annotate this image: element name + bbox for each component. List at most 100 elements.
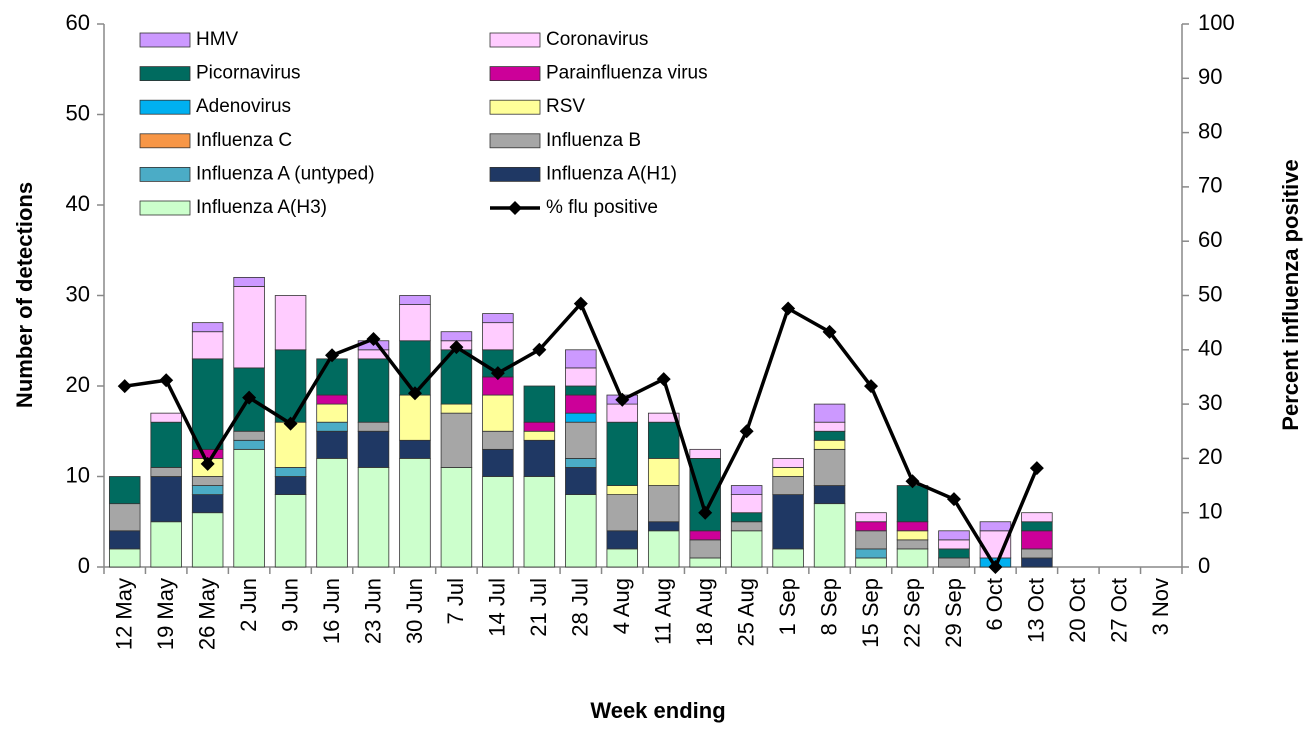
y-tick-label: 60 [66,10,90,35]
bar-segment [772,457,804,468]
y-axis-label: Number of detections [12,182,37,408]
legend-swatch [489,32,541,48]
legend-swatch [489,133,541,149]
y-tick-label: 30 [66,281,90,306]
y-tick-label: 10 [66,462,90,487]
y2-tick-label: 50 [1198,281,1222,306]
bar-segment [482,430,514,450]
bar-segment [440,331,473,342]
bar-segment [233,430,265,441]
bar-segment [772,476,804,496]
bar-segment [1021,512,1053,523]
bar-segment [150,412,182,423]
y-tick-label: 20 [66,372,90,397]
bar-segment [730,494,763,514]
bar-segment [938,530,970,541]
y2-tick-label: 30 [1198,390,1222,415]
x-tick-label: 26 May [194,578,219,650]
line-marker [988,560,1003,574]
x-tick-label: 14 Jul [485,578,510,637]
legend-swatch [139,66,191,81]
bar-segment [523,439,556,477]
bar-segment [647,421,680,459]
bar-segment [440,467,473,568]
bar-segment [855,512,887,523]
x-tick-label: 22 Sep [899,578,924,648]
bar-segment [689,448,721,459]
bar-segment [813,430,846,441]
bar-segment [565,467,597,496]
line-marker [449,340,464,355]
legend-label: Influenza A (untyped) [196,163,375,184]
bar-segment [855,548,887,559]
x-tick-label: 18 Aug [692,578,717,647]
bar-segment [565,412,597,423]
line-marker [781,301,796,316]
bar-segment [813,403,846,423]
x-tick-label: 16 Jun [319,578,344,644]
x-axis-label: Week ending [590,698,725,723]
bar-segment [191,494,224,514]
bar-segment [565,494,597,568]
bar-segment [482,394,514,432]
x-tick-label: 6 Oct [982,578,1007,631]
line-marker [532,342,547,357]
bar-segment [357,421,390,432]
legend-label: % flu positive [546,197,658,218]
bar-segment [274,349,307,423]
bar-segment [108,476,141,505]
x-tick-label: 30 Jun [402,578,427,644]
bar-segment [150,421,182,468]
line-marker [739,424,754,439]
legend-swatch [139,200,191,216]
x-tick-label: 27 Oct [1107,578,1132,643]
x-tick-label: 1 Sep [775,578,800,636]
legend-swatch [139,166,191,182]
bar-segment [233,286,265,369]
y2-tick-label: 70 [1198,173,1222,198]
legend-swatch [139,32,191,48]
bar-segment [647,412,680,423]
legend-swatch [139,99,191,115]
bar-segment [565,394,597,414]
y-tick-label: 40 [66,191,90,216]
bar-segment [979,521,1012,532]
line-marker [1029,461,1044,476]
bar-segment [274,476,307,496]
x-tick-label: 23 Jun [360,578,385,644]
bar-segment [482,313,514,324]
line-marker [573,296,588,311]
x-tick-label: 4 Aug [609,578,634,634]
bar-segment [689,530,721,541]
x-tick-label: 21 Jul [526,578,551,637]
bar-segment [1021,521,1053,532]
bar-segment [150,467,182,477]
bar-segment [938,548,970,559]
line-marker [117,379,132,394]
bar-segment [399,457,431,568]
line-marker [656,372,671,387]
bar-segment [482,322,514,351]
line-marker [822,324,837,339]
bar-segment [191,512,224,568]
bar-segment [274,494,307,568]
bar-segment [233,439,265,450]
legend-label: Influenza B [546,130,641,151]
bar-segment [440,403,473,414]
bar-segment [316,403,348,423]
bar-segment [855,530,887,550]
bar-segment [565,349,597,369]
bar-segment [482,476,514,568]
legend-label: Influenza A(H3) [196,197,327,218]
x-tick-label: 25 Aug [733,578,758,647]
line-marker [242,390,257,405]
bar-segment [399,394,431,441]
bar-segment [523,476,556,568]
bar-segment [440,412,473,468]
x-tick-label: 8 Sep [816,578,841,636]
bar-segment [1021,548,1053,559]
bar-segment [730,530,763,568]
bar-segment [399,439,431,459]
